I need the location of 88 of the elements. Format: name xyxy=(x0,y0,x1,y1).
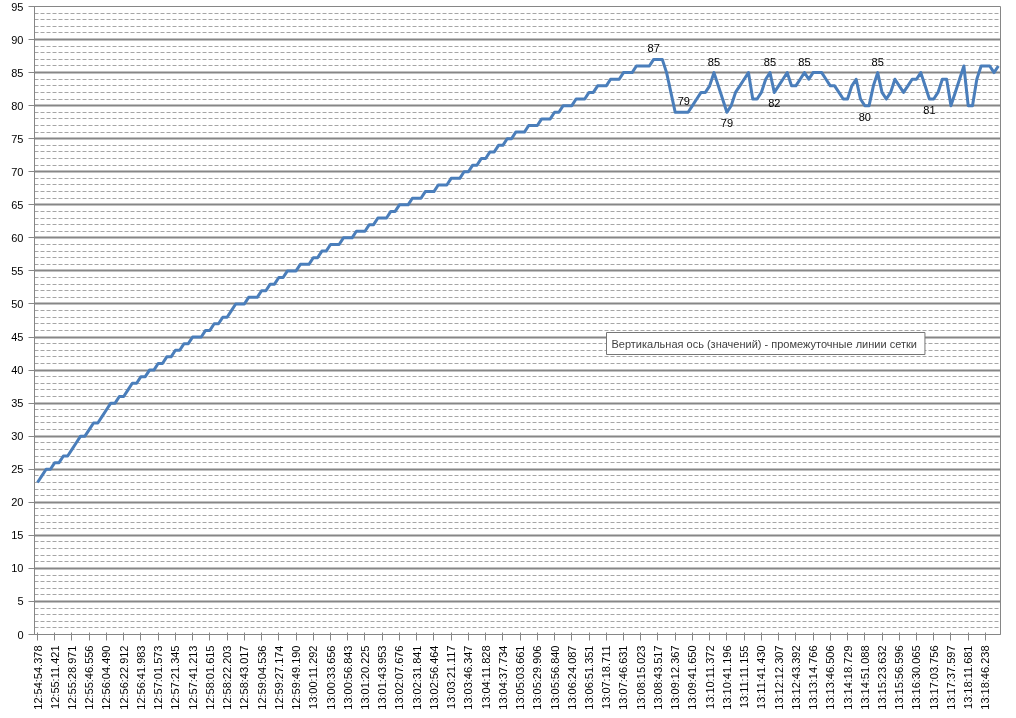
x-tick-label: 13:05:56.840 xyxy=(548,645,561,710)
x-tick-label: 13:14:51.088 xyxy=(858,645,871,710)
x-tick-label: 13:03:46.347 xyxy=(462,645,475,710)
x-tick-label: 12:59:49.190 xyxy=(290,645,303,710)
x-tick-label: 12:58:43.017 xyxy=(238,645,251,710)
y-tick-label: 35 xyxy=(11,397,24,410)
x-tick-label: 13:00:56.843 xyxy=(341,645,354,710)
x-tick-label: 12:56:04.490 xyxy=(100,645,113,710)
y-tick-label: 90 xyxy=(11,33,24,46)
y-tick-label: 95 xyxy=(11,0,24,13)
y-tick-label: 45 xyxy=(11,331,24,344)
x-tick-label: 13:17:37.597 xyxy=(944,645,957,710)
x-tick-label: 13:13:14.766 xyxy=(807,645,820,710)
x-tick-label: 13:08:43.517 xyxy=(651,645,664,710)
x-tick-label: 13:03:21.117 xyxy=(445,645,458,709)
x-tick-label: 13:02:56.464 xyxy=(427,645,440,710)
data-label: 85 xyxy=(798,55,811,68)
x-tick-label: 12:57:21.345 xyxy=(169,645,182,710)
x-tick-label: 13:06:51.351 xyxy=(583,645,596,710)
x-tick-label: 13:12:43.392 xyxy=(789,645,802,710)
x-tick-label: 13:01:20.225 xyxy=(358,645,371,710)
y-tick-label: 70 xyxy=(11,165,24,178)
x-tick-label: 13:13:46.506 xyxy=(824,645,837,710)
x-tick-label: 13:07:46.631 xyxy=(617,645,630,710)
y-tick-label: 55 xyxy=(11,264,24,277)
x-tick-label: 13:11:11.155 xyxy=(738,645,751,709)
x-tick-label: 13:16:30.065 xyxy=(910,645,923,710)
x-tick-label: 13:15:23.632 xyxy=(876,645,889,710)
y-tick-label: 80 xyxy=(11,99,24,112)
x-tick-label: 13:12:12.307 xyxy=(772,645,785,710)
x-tick-label: 13:15:56.596 xyxy=(893,645,906,710)
x-tick-label: 13:06:24.087 xyxy=(565,645,578,710)
y-tick-label: 20 xyxy=(11,496,24,509)
data-label: 87 xyxy=(647,42,660,55)
x-tick-label: 13:04:37.734 xyxy=(496,645,509,710)
x-tick-label: 13:17:03.756 xyxy=(927,645,940,710)
x-tick-label: 13:18:46.238 xyxy=(979,645,992,710)
x-tick-label: 13:09:41.650 xyxy=(686,645,699,710)
x-tick-label: 12:55:28.971 xyxy=(65,645,78,710)
x-tick-label: 13:00:33.656 xyxy=(324,645,337,710)
x-tick-label: 12:56:41.983 xyxy=(134,645,147,710)
x-tick-label: 13:08:15.023 xyxy=(634,645,647,710)
x-tick-label: 13:09:12.367 xyxy=(669,645,682,710)
x-tick-label: 13:01:43.953 xyxy=(376,645,389,710)
data-label: 81 xyxy=(923,104,936,117)
x-tick-label: 13:05:03.661 xyxy=(514,645,527,710)
x-tick-label: 12:57:41.213 xyxy=(186,645,199,710)
x-tick-label: 12:55:46.556 xyxy=(83,645,96,710)
x-tick-label: 12:59:04.536 xyxy=(255,645,268,710)
data-label: 85 xyxy=(871,55,884,68)
x-tick-label: 13:14:18.729 xyxy=(841,645,854,710)
x-tick-label: 13:07:18.711 xyxy=(600,645,613,709)
y-tick-label: 50 xyxy=(11,297,24,310)
y-tick-label: 5 xyxy=(17,595,24,608)
y-tick-label: 25 xyxy=(11,463,24,476)
x-tick-label: 12:58:22.203 xyxy=(221,645,234,710)
x-tick-label: 12:57:01.573 xyxy=(152,645,165,710)
y-tick-label: 40 xyxy=(11,364,24,377)
x-tick-label: 13:18:11.681 xyxy=(962,645,975,709)
y-tick-label: 15 xyxy=(11,529,24,542)
x-tick-label: 12:58:01.615 xyxy=(203,645,216,710)
x-tick-label: 13:02:07.676 xyxy=(393,645,406,710)
y-tick-label: 65 xyxy=(11,198,24,211)
x-tick-label: 12:56:22.912 xyxy=(117,645,130,710)
y-tick-label: 60 xyxy=(11,231,24,244)
y-tick-label: 75 xyxy=(11,132,24,145)
y-tick-label: 30 xyxy=(11,430,24,443)
y-tick-label: 0 xyxy=(17,628,24,641)
line-series xyxy=(36,57,1000,484)
x-tick-label: 13:02:31.841 xyxy=(410,645,423,710)
x-tick-label: 13:00:11.292 xyxy=(307,645,320,709)
x-tick-label: 13:04:11.828 xyxy=(479,645,492,709)
x-tick-label: 13:11:41.430 xyxy=(755,645,768,709)
x-tick-label: 12:59:27.174 xyxy=(272,645,285,710)
y-tick-label: 85 xyxy=(11,66,24,79)
data-label: 82 xyxy=(768,97,781,110)
y-tick-label: 10 xyxy=(11,562,24,575)
data-label: 85 xyxy=(707,55,721,68)
x-tick-label: 13:05:29.906 xyxy=(531,645,544,710)
annotation: Вертикальная ось (значений) - промежуточные линии сетки xyxy=(611,337,917,350)
data-label: 85 xyxy=(763,55,777,68)
data-label: 79 xyxy=(720,117,734,130)
x-tick-label: 12:54:54.378 xyxy=(31,645,44,710)
data-label: 79 xyxy=(677,95,690,108)
x-tick-label: 13:10:11.372 xyxy=(703,645,716,709)
data-label: 80 xyxy=(858,110,871,123)
x-tick-label: 13:10:41.196 xyxy=(720,645,733,710)
x-tick-label: 12:55:11.421 xyxy=(48,645,61,709)
